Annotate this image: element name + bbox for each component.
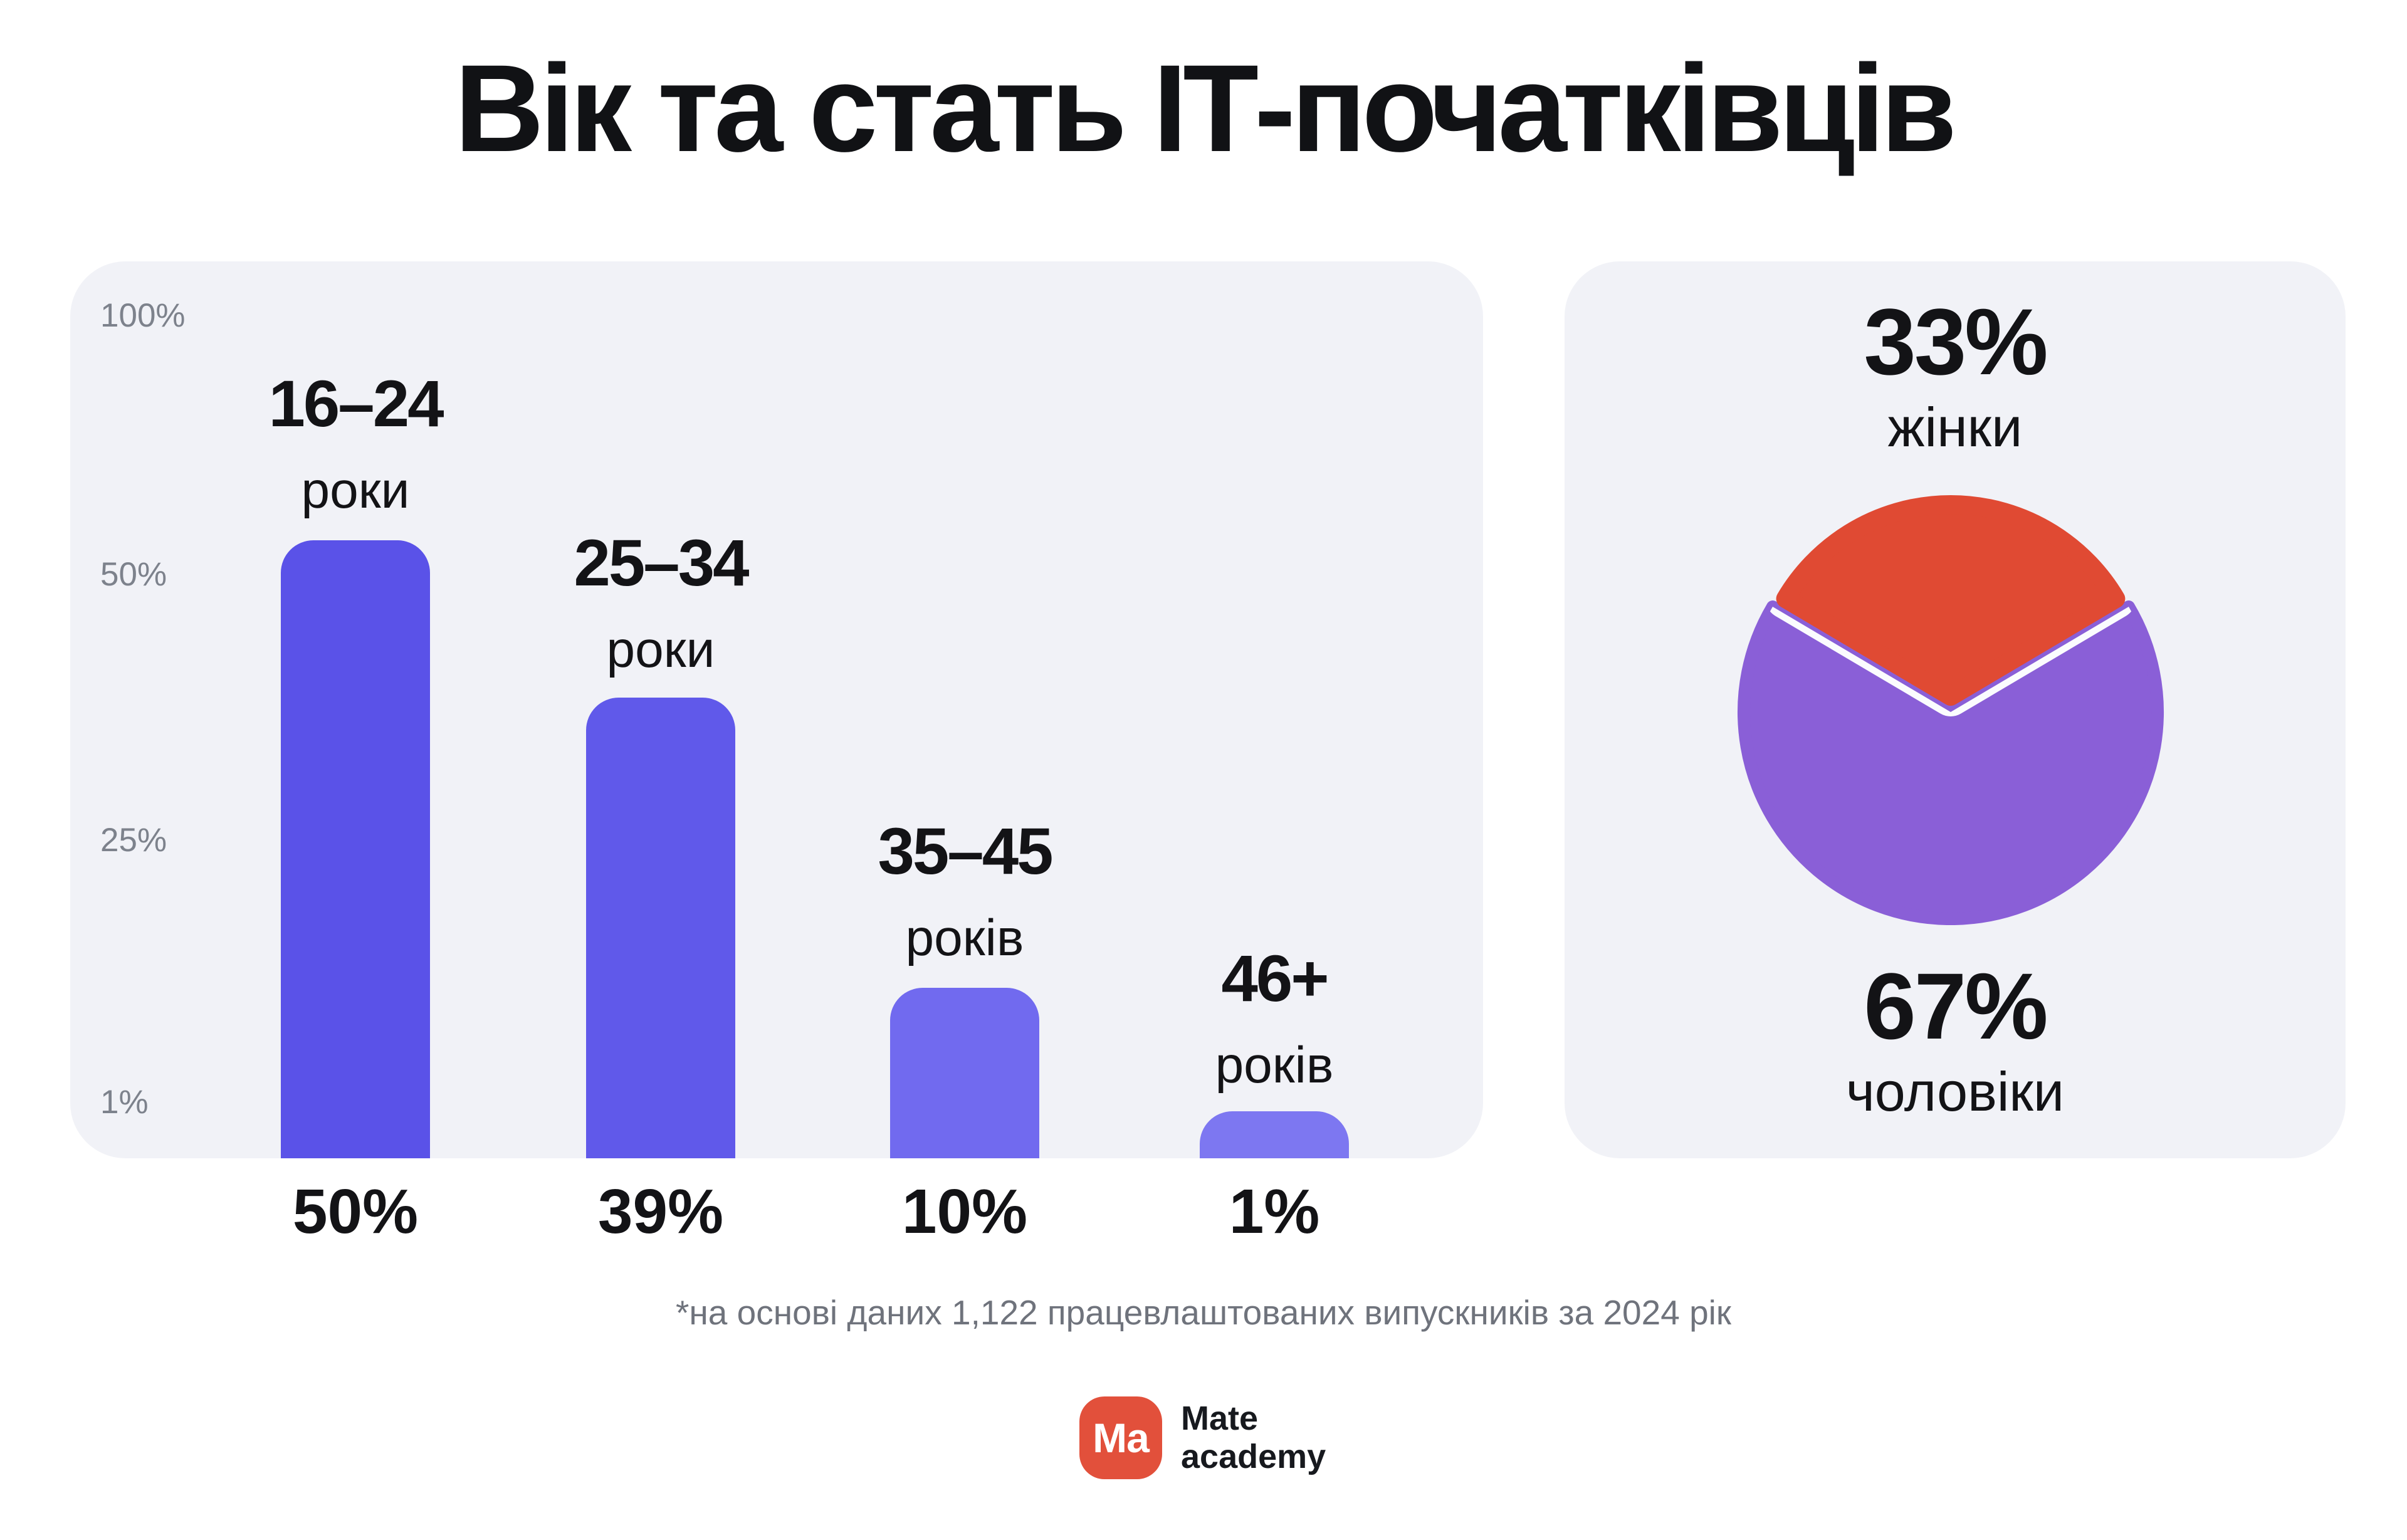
pie-slice-men — [1738, 600, 2164, 925]
logo-name: Mate academy — [1181, 1400, 1326, 1476]
y-axis-label-1: 1% — [100, 1084, 149, 1121]
logo-badge-text: Ma — [1093, 1415, 1150, 1461]
bar-unit-35-45: років — [905, 909, 1024, 966]
pie-label-women: жінки — [1887, 396, 2023, 458]
bar-value-35-45: 10% — [901, 1176, 1028, 1247]
y-axis-label-100: 100% — [100, 297, 186, 334]
footnote: *на основі даних 1,122 працевлаштованих … — [676, 1293, 1731, 1332]
bar-16-24 — [281, 540, 430, 1158]
bar-value-46plus: 1% — [1229, 1176, 1320, 1247]
bar-46plus — [1200, 1111, 1349, 1158]
bar-range-46plus: 46+ — [1221, 942, 1329, 1015]
logo-name-line2: academy — [1181, 1438, 1326, 1475]
bar-value-16-24: 50% — [292, 1176, 419, 1247]
bar-unit-46plus: років — [1215, 1037, 1334, 1094]
pie-value-women: 33% — [1864, 289, 2048, 394]
pie-chart-card: 33% жінки 67% чоловіки — [1565, 261, 2346, 1158]
y-axis-label-50: 50% — [100, 556, 167, 593]
pie-label-men: чоловіки — [1845, 1061, 2065, 1123]
page-title: Вік та стать ІТ-початківців — [454, 39, 1957, 177]
bar-unit-25-34: роки — [606, 621, 715, 678]
mate-academy-logo-icon: Ma — [1079, 1396, 1162, 1479]
bar-35-45 — [890, 988, 1039, 1158]
bar-range-25-34: 25–34 — [574, 526, 750, 600]
bar-25-34 — [586, 698, 735, 1158]
bar-range-16-24: 16–24 — [268, 367, 444, 441]
pie-value-men: 67% — [1864, 953, 2048, 1059]
y-axis-label-25: 25% — [100, 822, 167, 859]
bar-label-25-34: 25–34 роки — [574, 526, 750, 680]
bar-chart-card: 100% 50% 25% 1% 16–24 роки 25–34 роки 35… — [70, 261, 1483, 1158]
mate-academy-logo: Ma Mate academy — [1079, 1396, 1326, 1479]
bar-label-46plus: 46+ років — [1215, 946, 1334, 1096]
bar-unit-16-24: роки — [301, 462, 410, 519]
pie-slice-women — [1776, 495, 2126, 706]
bar-label-35-45: 35–45 років — [878, 815, 1054, 968]
logo-name-line1: Mate — [1181, 1400, 1259, 1437]
pie-chart — [1738, 495, 2164, 925]
bar-range-35-45: 35–45 — [878, 815, 1054, 888]
bar-label-16-24: 16–24 роки — [268, 367, 444, 521]
bar-value-25-34: 39% — [597, 1176, 724, 1247]
